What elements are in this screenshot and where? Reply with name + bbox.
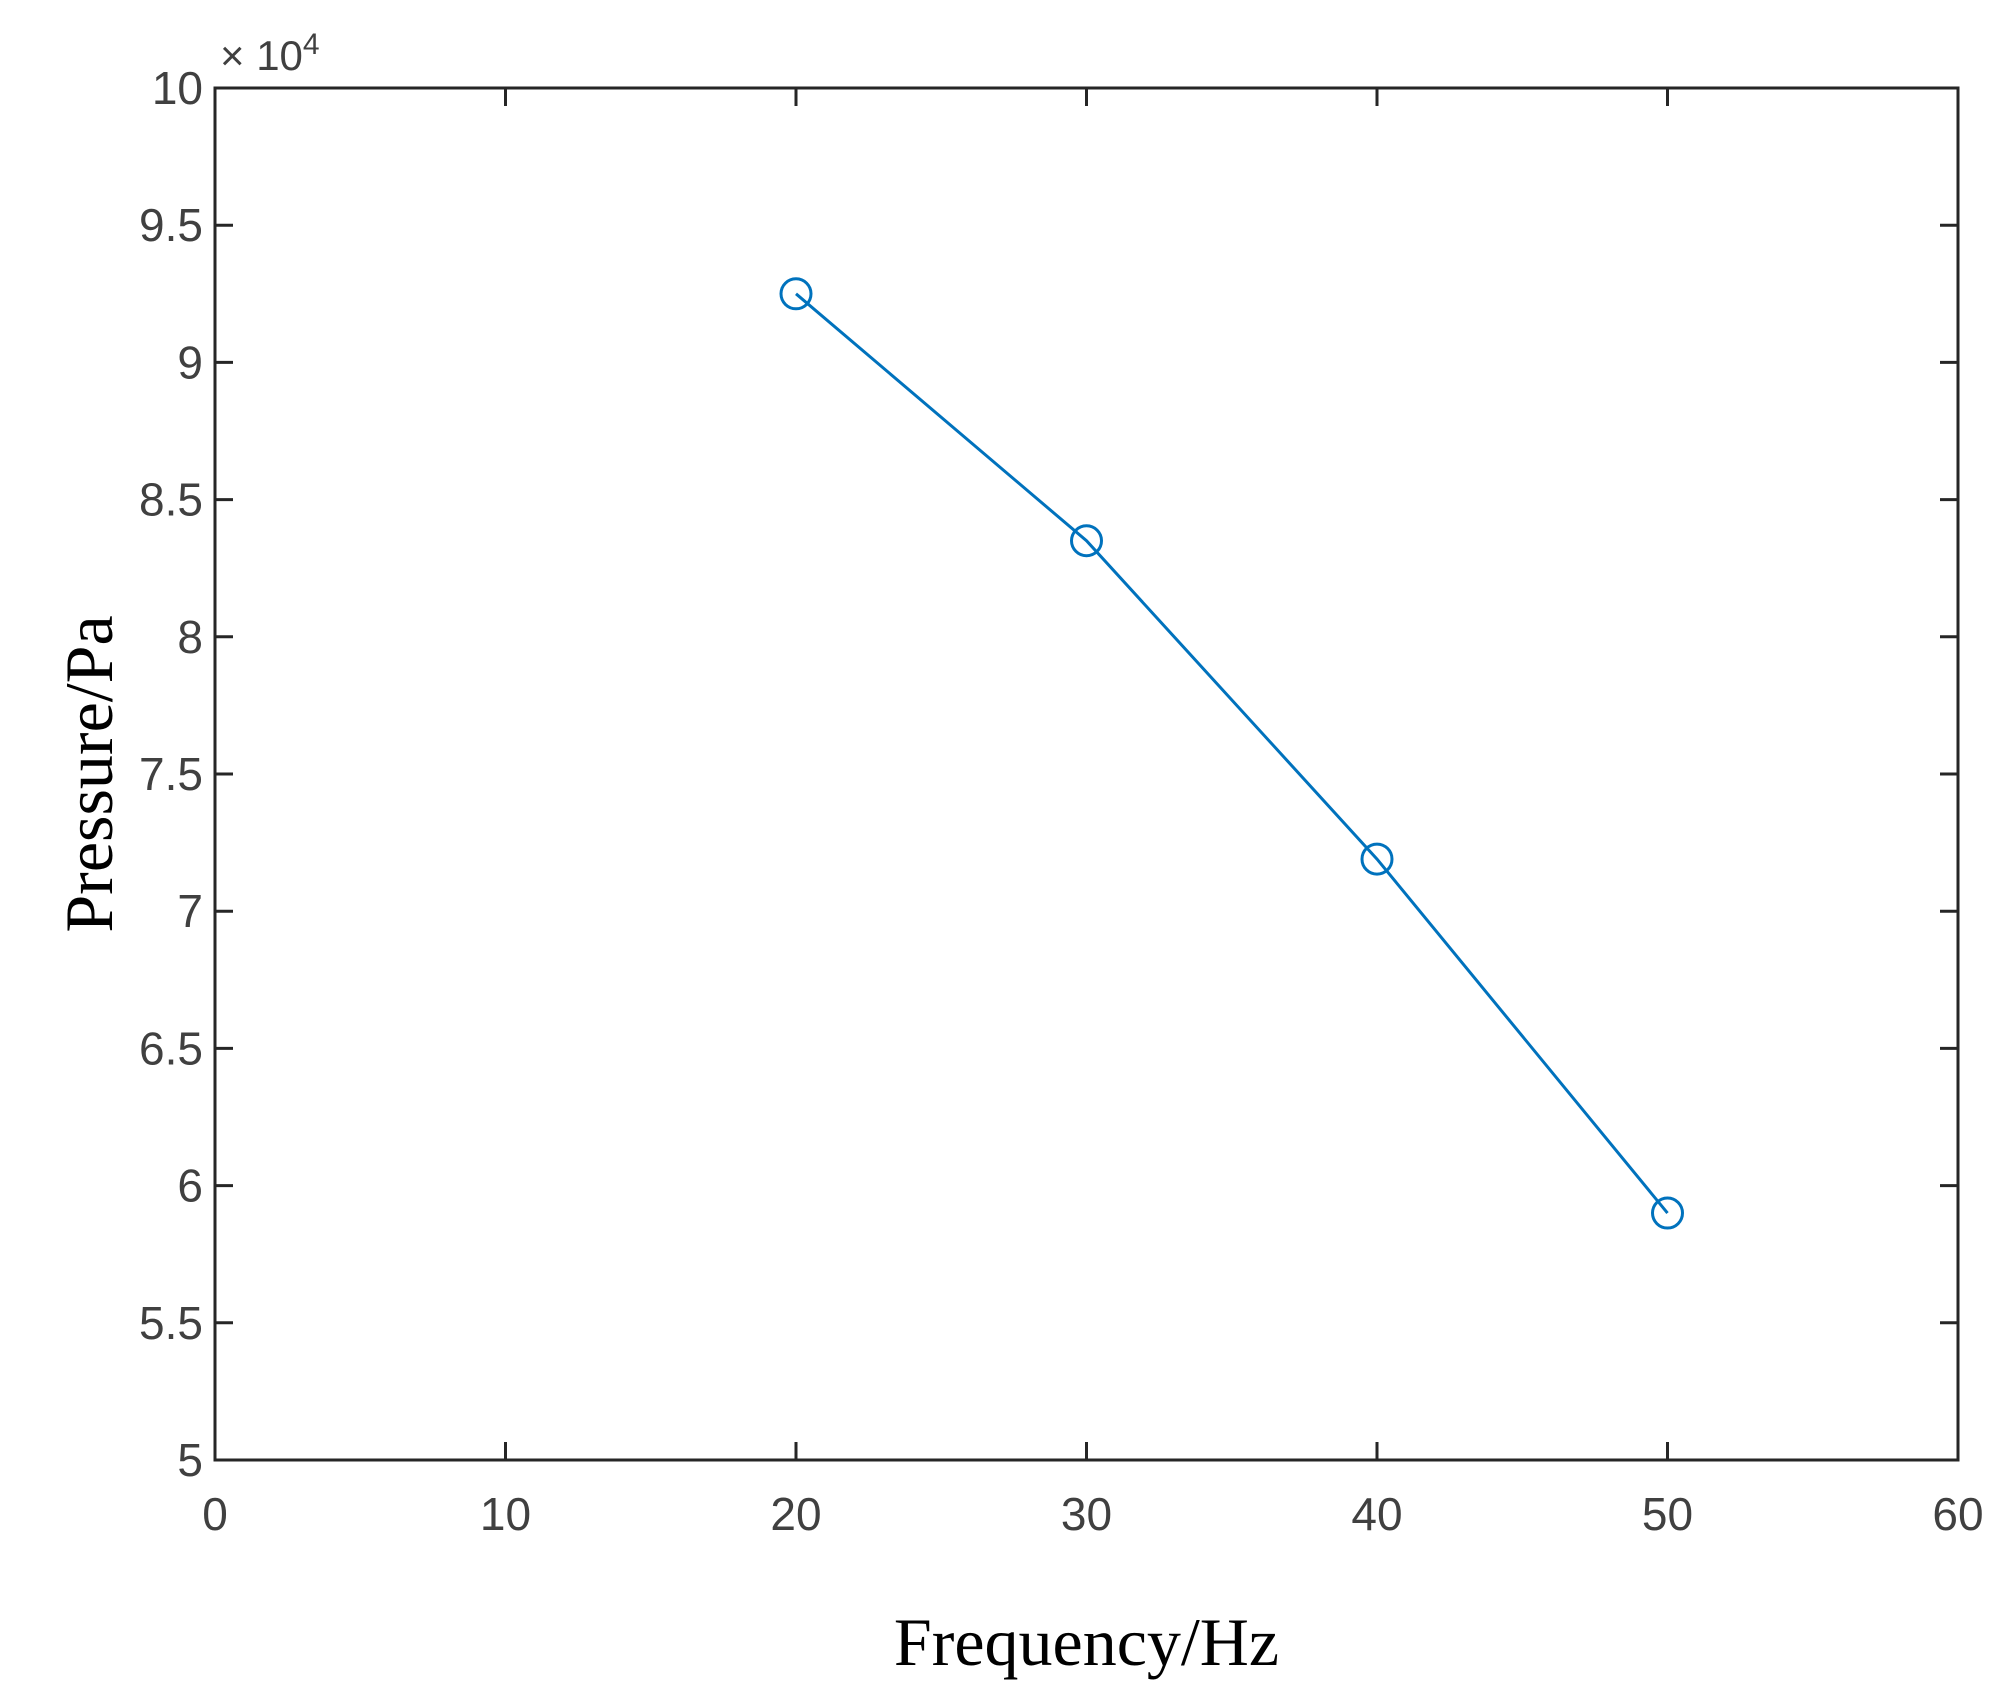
y-tick-label: 6 [177, 1160, 203, 1212]
y-tick-label: 8 [177, 611, 203, 663]
data-point-marker [779, 277, 813, 311]
plot-area-frame [213, 86, 1960, 1462]
x-tick-label: 20 [770, 1488, 821, 1540]
series-line [795, 292, 1669, 1214]
y-tick-label: 9.5 [139, 199, 203, 251]
series-layer [779, 277, 1684, 1230]
x-tick-label: 40 [1351, 1488, 1402, 1540]
axis-ticks [213, 86, 1960, 1462]
y-tick-label: 10 [152, 62, 203, 114]
y-tick-label: 5.5 [139, 1297, 203, 1349]
data-point-marker [1070, 524, 1103, 558]
y-tick-label: 5 [177, 1434, 203, 1486]
x-tick-label: 10 [480, 1488, 531, 1540]
y-tick-label: 8.5 [139, 474, 203, 526]
x-tick-label: 30 [1061, 1488, 1112, 1540]
x-tick-labels: 0 10 20 30 40 50 60 [202, 1488, 1983, 1540]
x-tick-label: 60 [1932, 1488, 1983, 1540]
x-tick-label: 50 [1642, 1488, 1693, 1540]
y-tick-labels: 5 5.5 6 6.5 7 7.5 8 8.5 9 9.5 10 [139, 62, 203, 1486]
x-tick-label: 0 [202, 1488, 228, 1540]
y-axis-title: Pressure/Pa [51, 615, 127, 932]
y-tick-label: 7.5 [139, 748, 203, 800]
data-point-marker [1651, 1196, 1684, 1230]
y-exponent-prefix: × 10 [220, 32, 303, 79]
y-tick-label: 6.5 [139, 1022, 203, 1074]
y-axis-exponent: × 104 [220, 28, 320, 80]
y-exponent-power: 4 [303, 28, 320, 61]
data-point-marker [1360, 842, 1394, 876]
x-axis-title: Frequency/Hz [894, 1604, 1279, 1680]
y-tick-label: 9 [177, 336, 203, 388]
y-tick-label: 7 [177, 885, 203, 937]
